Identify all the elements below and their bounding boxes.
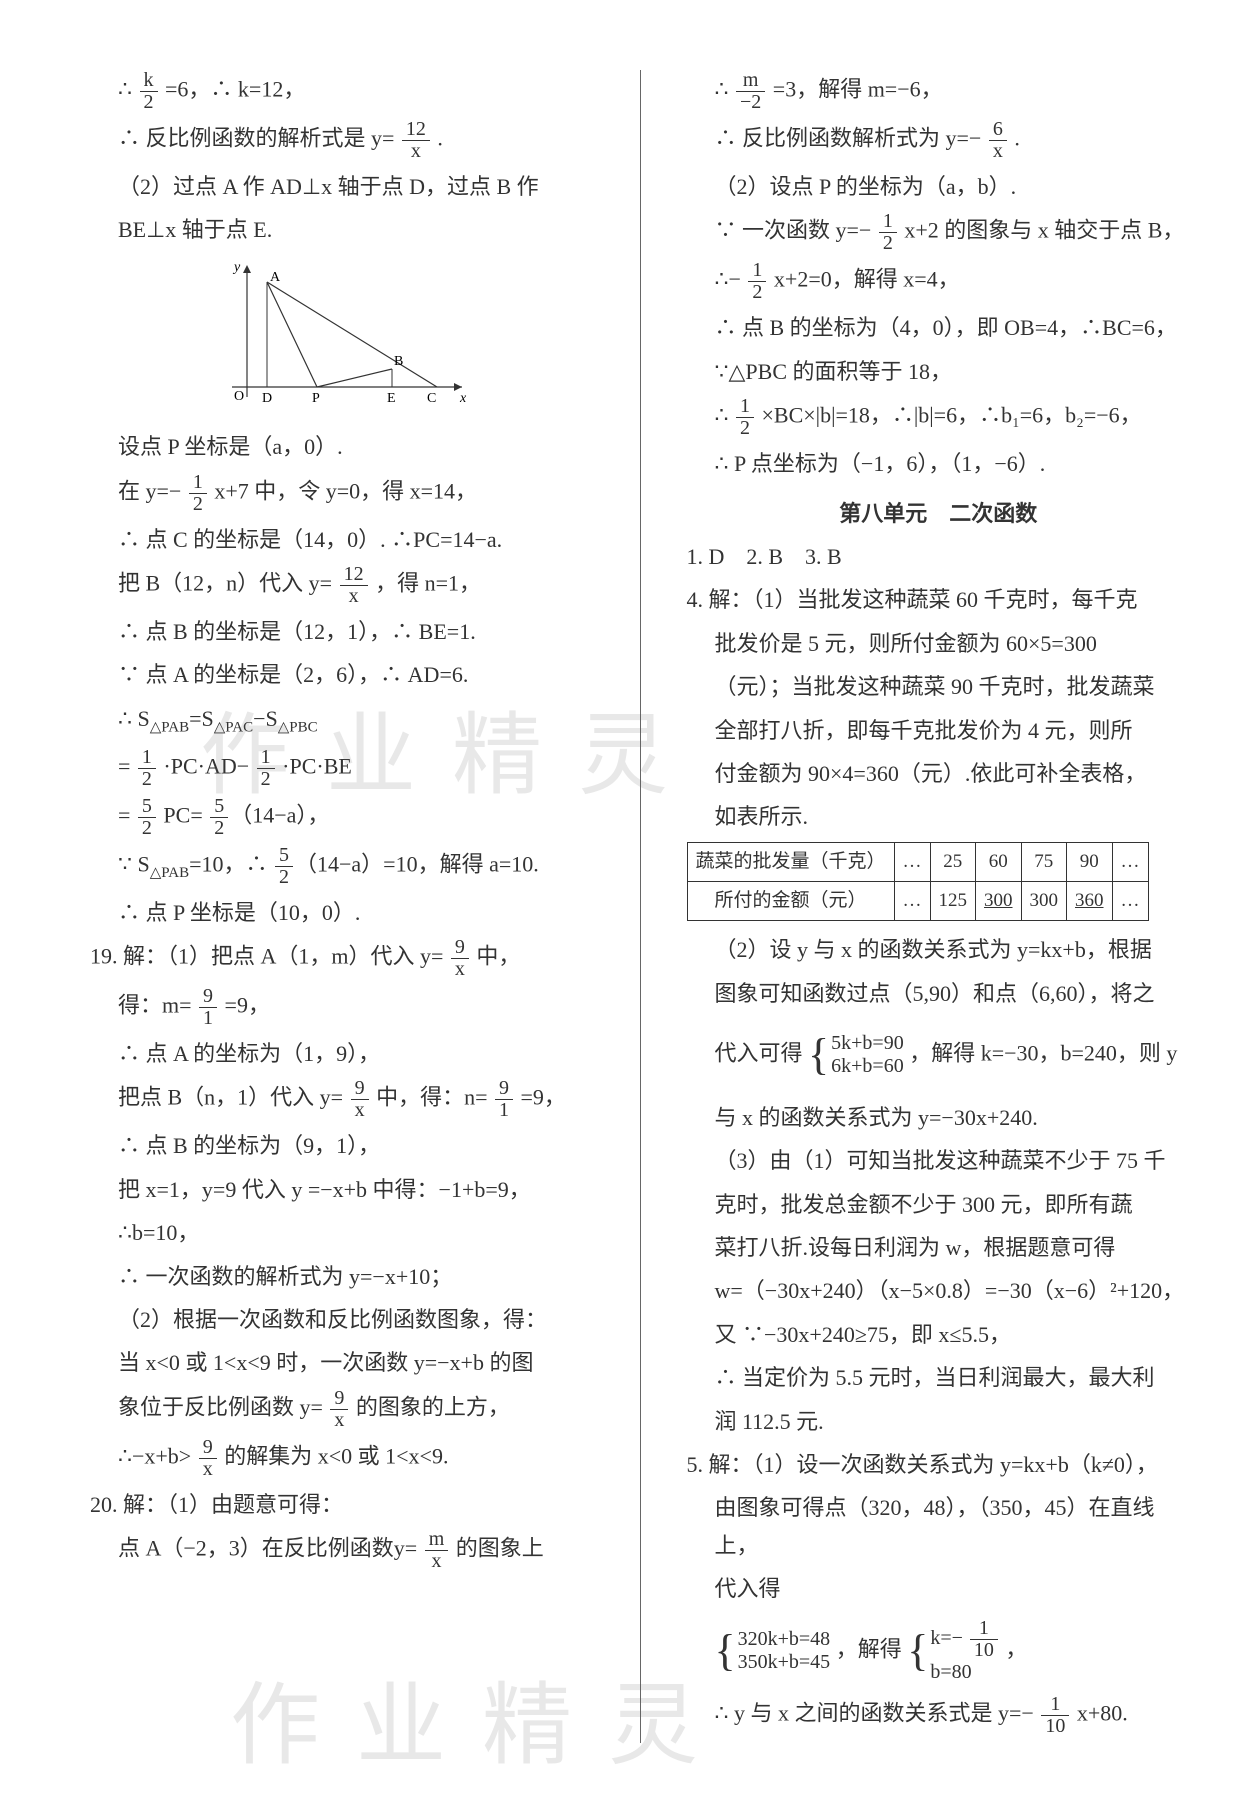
text-line: ∴ y 与 x 之间的函数关系式是 y=− 110 x+80. <box>687 1694 1191 1737</box>
text-line: BE⊥x 轴于点 E. <box>90 211 594 248</box>
text-line: 点 A（−2，3）在反比例函数y= mx 的图象上 <box>90 1529 594 1572</box>
text-line: ∴ 点 B 的坐标为（4，0），即 OB=4，∴BC=6， <box>687 309 1191 346</box>
text-line: ∴ S△PAB=S△PAC−S△PBC <box>90 700 594 741</box>
page-body: ∴ k2 =6，∴ k=12， ∴ 反比例函数的解析式是 y= 12x . （2… <box>0 0 1250 1773</box>
text-line: 菜打八折.设每日利润为 w，根据题意可得 <box>687 1229 1191 1266</box>
text-line: = 52 PC= 52（14−a）， <box>90 796 594 839</box>
diagram-label-y: y <box>232 260 241 275</box>
text-line: ∴b=10， <box>90 1214 594 1251</box>
text-line: = 12 ·PC·AD− 12 ·PC·BE <box>90 747 594 790</box>
text-line: （元）；当批发这种蔬菜 90 千克时，批发蔬菜 <box>687 668 1191 705</box>
text-line: （2）设点 P 的坐标为（a，b）. <box>687 168 1191 205</box>
unit-title: 第八单元 二次函数 <box>687 495 1191 532</box>
text-line: 如表所示. <box>687 798 1191 835</box>
text-line: 图象可知函数过点（5,90）和点（6,60），将之 <box>687 975 1191 1012</box>
text-line: ∴ 一次函数的解析式为 y=−x+10； <box>90 1258 594 1295</box>
diagram-label-P: P <box>312 391 320 406</box>
text-line: 19. 解：（1）把点 A（1，m）代入 y= 9x 中， <box>90 937 594 980</box>
text-line: ∴ 点 C 的坐标是（14，0）. ∴PC=14−a. <box>90 521 594 558</box>
text-line: 又 ∵−30x+240≥75，即 x≤5.5， <box>687 1316 1191 1353</box>
text-line: 象位于反比例函数 y= 9x 的图象的上方， <box>90 1388 594 1431</box>
text-line: ∵△PBC 的面积等于 18， <box>687 353 1191 390</box>
text-line: （3）由（1）可知当批发这种蔬菜不少于 75 千 <box>687 1142 1191 1179</box>
text-line: 把 x=1，y=9 代入 y =−x+b 中得：−1+b=9， <box>90 1171 594 1208</box>
left-column: ∴ k2 =6，∴ k=12， ∴ 反比例函数的解析式是 y= 12x . （2… <box>90 70 594 1743</box>
text-line: 4. 解：（1）当批发这种蔬菜 60 千克时，每千克 <box>687 581 1191 618</box>
text-line: ∴ 12 ×BC×|b|=18，∴|b|=6，∴b₁=6，b₂=−6， <box>687 396 1191 439</box>
text-line: ∵ 一次函数 y=− 12 x+2 的图象与 x 轴交于点 B， <box>687 211 1191 254</box>
table-row: 所付的金额（元）…125300300360… <box>687 881 1148 920</box>
text-line: {320k+b=48350k+b=45 ，解得 { k=− 110 b=80 ， <box>687 1614 1191 1689</box>
text-line: ∴ m−2 =3，解得 m=−6， <box>687 70 1191 113</box>
text-line: ∴ 当定价为 5.5 元时，当日利润最大，最大利 <box>687 1359 1191 1396</box>
text-line: （2）根据一次函数和反比例函数图象，得： <box>90 1301 594 1338</box>
text-line: 代入得 <box>687 1570 1191 1607</box>
text-line: 20. 解：（1）由题意可得： <box>90 1486 594 1523</box>
text-line: ∴ 反比例函数的解析式是 y= 12x . <box>90 119 594 162</box>
text-line: ∴ 点 B 的坐标为（9，1）， <box>90 1127 594 1164</box>
text-line: ∴ P 点坐标为（−1，6），（1，−6）. <box>687 445 1191 482</box>
right-column: ∴ m−2 =3，解得 m=−6， ∴ 反比例函数解析式为 y=− 6x . （… <box>687 70 1191 1743</box>
diagram-label-O: O <box>234 389 244 404</box>
answer-line: 1. D 2. B 3. B <box>687 538 1191 575</box>
text-line: ∴ k2 =6，∴ k=12， <box>90 70 594 113</box>
text-line: ∴ 反比例函数解析式为 y=− 6x . <box>687 119 1191 162</box>
data-table: 蔬菜的批发量（千克）…25607590… 所付的金额（元）…1253003003… <box>687 842 1149 922</box>
text-line: 当 x<0 或 1<x<9 时，一次函数 y=−x+b 的图 <box>90 1344 594 1381</box>
text-line: ∴− 12 x+2=0，解得 x=4， <box>687 260 1191 303</box>
text-line: 把点 B（n，1）代入 y= 9x 中，得：n= 91 =9， <box>90 1078 594 1121</box>
text-line: ∴ 点 P 坐标是（10，0）. <box>90 894 594 931</box>
text-line: 代入可得 {5k+b=906k+b=60 ，解得 k=−30，b=240，则 y <box>687 1018 1191 1093</box>
text-line: （2）过点 A 作 AD⊥x 轴于点 D，过点 B 作 <box>90 168 594 205</box>
text-line: ∴−x+b> 9x 的解集为 x<0 或 1<x<9. <box>90 1437 594 1480</box>
text-line: w=（−30x+240）（x−5×0.8）=−30（x−6）²+120， <box>687 1272 1191 1309</box>
text-line: 把 B（12，n）代入 y= 12x ，得 n=1， <box>90 564 594 607</box>
diagram-label-C: C <box>427 391 436 406</box>
text-line: （2）设 y 与 x 的函数关系式为 y=kx+b，根据 <box>687 931 1191 968</box>
diagram-label-x: x <box>459 391 467 406</box>
coordinate-diagram: O D P E C B A x y <box>90 257 594 418</box>
diagram-label-A: A <box>270 270 281 285</box>
text-line: 全部打八折，即每千克批发价为 4 元，则所 <box>687 712 1191 749</box>
text-line: ∴ 点 A 的坐标为（1，9）， <box>90 1035 594 1072</box>
diagram-label-D: D <box>262 391 272 406</box>
text-line: 得：m= 91 =9， <box>90 986 594 1029</box>
text-line: 由图象可得点（320，48），（350，45）在直线上， <box>687 1489 1191 1564</box>
text-line: 批发价是 5 元，则所付金额为 60×5=300 <box>687 625 1191 662</box>
diagram-label-B: B <box>394 354 403 369</box>
column-divider <box>640 70 641 1743</box>
text-line: ∵ 点 A 的坐标是（2，6），∴ AD=6. <box>90 656 594 693</box>
text-line: 润 112.5 元. <box>687 1403 1191 1440</box>
table-row: 蔬菜的批发量（千克）…25607590… <box>687 842 1148 881</box>
diagram-label-E: E <box>387 391 396 406</box>
text-line: 克时，批发总金额不少于 300 元，即所有蔬 <box>687 1186 1191 1223</box>
text-line: 与 x 的函数关系式为 y=−30x+240. <box>687 1099 1191 1136</box>
text-line: 在 y=− 12 x+7 中，令 y=0，得 x=14， <box>90 472 594 515</box>
text-line: 5. 解：（1）设一次函数关系式为 y=kx+b（k≠0）， <box>687 1446 1191 1483</box>
text-line: 付金额为 90×4=360（元）.依此可补全表格， <box>687 755 1191 792</box>
text-line: ∵ S△PAB=10，∴ 52（14−a）=10，解得 a=10. <box>90 845 594 888</box>
text-line: ∴ 点 B 的坐标是（12，1），∴ BE=1. <box>90 613 594 650</box>
text-line: 设点 P 坐标是（a，0）. <box>90 428 594 465</box>
